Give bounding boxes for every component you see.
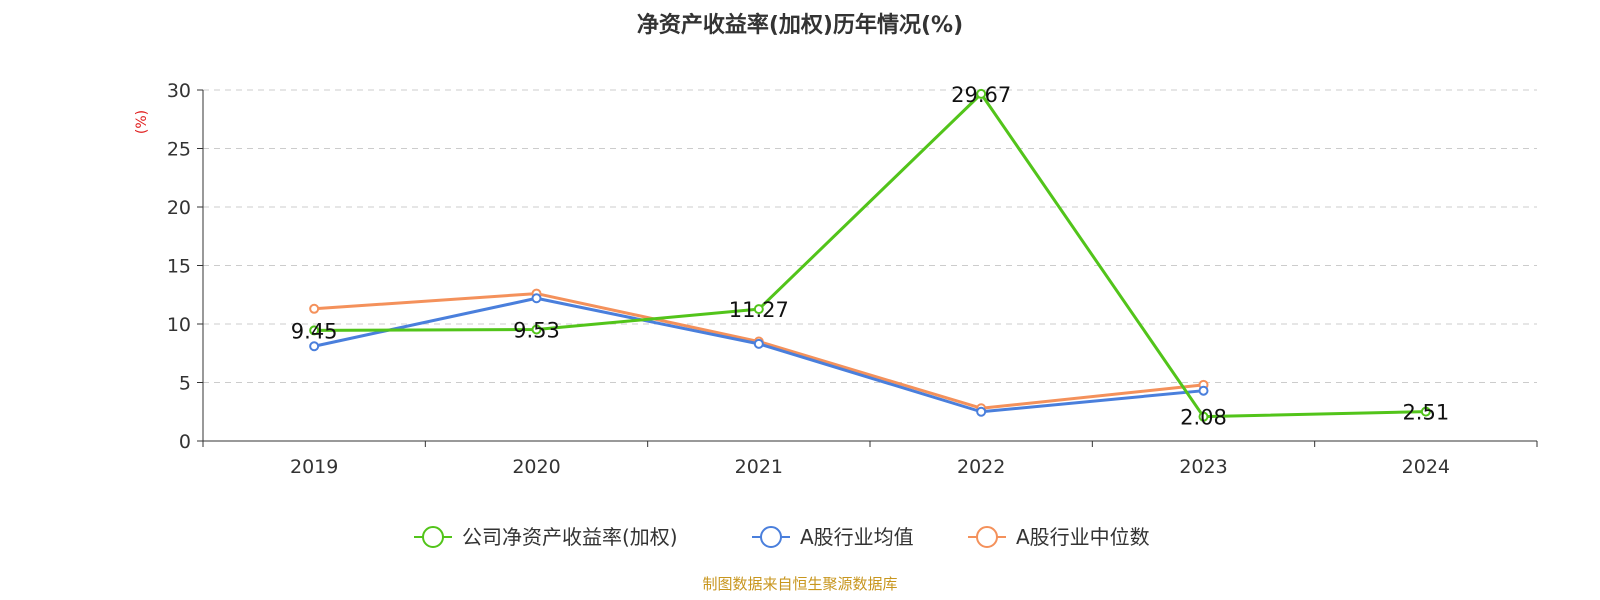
data-point xyxy=(1198,411,1209,422)
x-tick-label: 2020 xyxy=(512,456,560,478)
series-line xyxy=(314,92,1426,419)
data-point xyxy=(753,338,764,349)
axes: 0 5 10 15 20 25 30 2019 2020 2021 2022 2023 2024 xyxy=(167,80,1538,478)
series-group xyxy=(309,88,1431,422)
data-label: 9.53 xyxy=(513,318,560,342)
data-point xyxy=(1198,385,1209,396)
gridlines xyxy=(203,89,1537,383)
legend-marker xyxy=(760,526,782,548)
chart-title: 净资产收益率(加权)历年情况(%) xyxy=(637,12,963,38)
y-tick-label: 30 xyxy=(167,80,191,102)
data-point xyxy=(531,293,542,304)
source-note: 制图数据来自恒生聚源数据库 xyxy=(702,575,897,593)
legend-item[interactable]: A股行业均值 xyxy=(752,525,914,549)
legend[interactable]: 公司净资产收益率(加权) A股行业均值 A股行业中位数 xyxy=(414,525,1150,549)
data-point xyxy=(976,88,987,99)
y-tick-label: 10 xyxy=(167,314,191,336)
y-tick-label: 0 xyxy=(179,431,191,453)
legend-marker xyxy=(976,526,998,548)
data-label: 2.51 xyxy=(1402,401,1449,425)
y-axis-label: (%) xyxy=(134,110,150,134)
data-labels: 9.45 9.53 11.27 29.67 2.08 2.51 xyxy=(291,83,1449,430)
y-tick-label: 15 xyxy=(167,256,191,278)
legend-item[interactable]: 公司净资产收益率(加权) xyxy=(414,525,678,549)
data-label: 29.67 xyxy=(951,83,1011,107)
data-point xyxy=(1420,406,1431,417)
data-point xyxy=(309,303,320,314)
data-label: 11.27 xyxy=(729,298,789,322)
y-tick-label: 5 xyxy=(179,373,191,395)
legend-item[interactable]: A股行业中位数 xyxy=(968,525,1150,549)
legend-label: A股行业均值 xyxy=(800,525,914,549)
data-point xyxy=(753,304,764,315)
legend-label: A股行业中位数 xyxy=(1016,525,1150,549)
x-tick-label: 2019 xyxy=(290,456,338,478)
data-point xyxy=(531,324,542,335)
data-label: 9.45 xyxy=(291,319,338,343)
data-point xyxy=(309,325,320,336)
x-tick-label: 2021 xyxy=(735,456,783,478)
y-tick-label: 20 xyxy=(167,197,191,219)
x-tick-label: 2024 xyxy=(1402,456,1450,478)
data-label: 2.08 xyxy=(1180,406,1227,430)
legend-marker xyxy=(422,526,444,548)
x-tick-label: 2023 xyxy=(1179,456,1227,478)
data-point xyxy=(976,406,987,417)
x-tick-label: 2022 xyxy=(957,456,1005,478)
legend-label: 公司净资产收益率(加权) xyxy=(462,525,678,549)
data-point xyxy=(309,341,320,352)
y-tick-label: 25 xyxy=(167,139,191,161)
